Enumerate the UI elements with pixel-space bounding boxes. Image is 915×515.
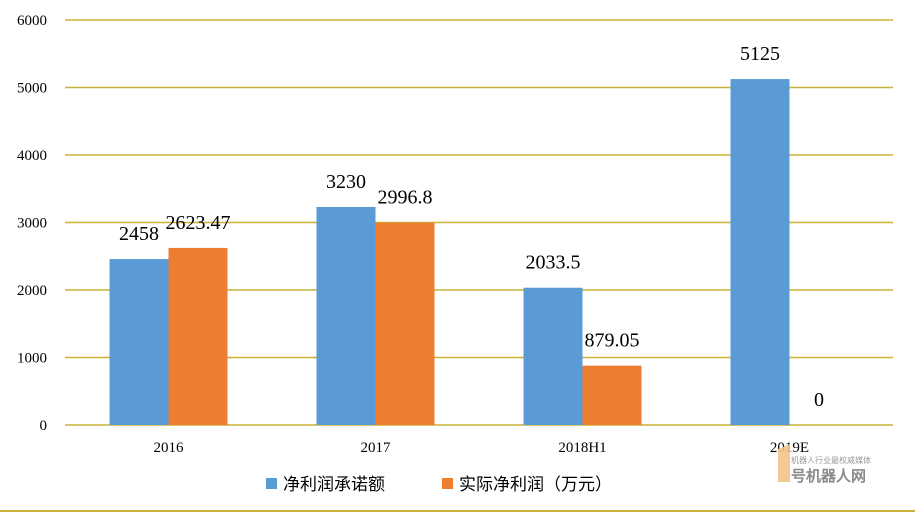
- y-tick-label: 3000: [17, 216, 47, 232]
- y-tick-label: 4000: [17, 148, 47, 164]
- y-axis-ticks: 0 1000 2000 3000 4000 5000 6000: [17, 13, 47, 434]
- legend-label-1: 实际净利润（万元）: [459, 475, 612, 495]
- bar-actual-2016: [168, 247, 228, 425]
- bar-promised-2017: [316, 206, 376, 425]
- y-tick-label: 0: [40, 418, 48, 434]
- bar-actual-2018H1: [582, 365, 642, 425]
- bar-actual-2017: [375, 222, 435, 425]
- watermark-tagline: 机器人行业最权威媒体: [791, 455, 871, 465]
- y-tick-label: 6000: [17, 13, 47, 29]
- legend-label-0: 净利润承诺额: [283, 475, 385, 495]
- data-label: 2623.47: [166, 212, 231, 234]
- data-label: 2033.5: [526, 252, 581, 274]
- data-label: 2996.8: [378, 187, 433, 209]
- data-label: 879.05: [585, 330, 640, 352]
- bar-promised-2018H1: [523, 287, 583, 425]
- y-tick-label: 5000: [17, 81, 47, 97]
- watermark-logo: 机器人行业最权威媒体 号机器人网: [778, 444, 871, 485]
- x-tick-label: 2017: [361, 440, 392, 456]
- legend: 净利润承诺额 实际净利润（万元）: [266, 475, 612, 495]
- y-tick-label: 2000: [17, 283, 47, 299]
- watermark-name: 号机器人网: [791, 467, 866, 485]
- bar-promised-2019E: [730, 79, 790, 425]
- data-label: 0: [814, 389, 824, 411]
- data-labels: 2458 2623.47 3230 2996.8 2033.5 879.05 5125 0: [119, 43, 824, 411]
- x-tick-label: 2018H1: [558, 440, 606, 456]
- data-label: 5125: [740, 43, 780, 65]
- x-tick-label: 2016: [154, 440, 185, 456]
- bar-promised-2016: [109, 259, 169, 425]
- watermark-mark: [778, 444, 790, 482]
- data-label: 3230: [326, 171, 366, 193]
- data-label: 2458: [119, 223, 159, 245]
- y-tick-label: 1000: [17, 351, 47, 367]
- x-axis-ticks: 201620172018H12019E: [154, 440, 810, 456]
- legend-swatch-0: [266, 478, 277, 489]
- legend-swatch-1: [442, 478, 453, 489]
- bars: [109, 79, 790, 425]
